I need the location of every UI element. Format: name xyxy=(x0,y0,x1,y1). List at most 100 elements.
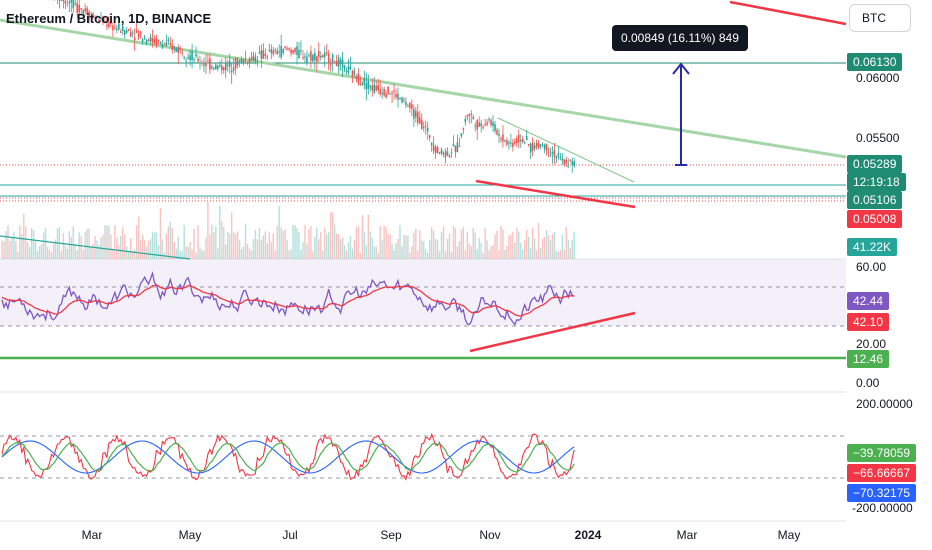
candle-body xyxy=(68,2,71,4)
candle-body xyxy=(240,59,243,64)
volume-bar xyxy=(141,234,144,259)
candle-body xyxy=(108,21,110,28)
candle-body xyxy=(413,108,415,119)
volume-bar xyxy=(504,249,506,259)
volume-bar xyxy=(264,231,267,259)
candle-body xyxy=(486,122,488,125)
volume-bar xyxy=(407,235,409,259)
x-tick: Mar xyxy=(81,528,103,542)
volume-bar xyxy=(177,236,179,259)
candle-body xyxy=(141,39,144,42)
candle-body xyxy=(516,138,518,143)
candle-body xyxy=(478,122,480,127)
volume-bar xyxy=(423,241,425,259)
x-tick: May xyxy=(178,528,202,542)
volume-bar xyxy=(351,248,354,259)
volume-bar xyxy=(516,227,518,259)
x-tick: Jul xyxy=(282,528,298,542)
candle-body xyxy=(502,134,504,142)
candle-body xyxy=(161,44,164,48)
volume-bar xyxy=(397,238,399,259)
candle-body xyxy=(179,48,181,50)
volume-bar xyxy=(531,227,534,259)
volume-bar xyxy=(474,232,476,259)
candle-body xyxy=(543,144,546,150)
candle-body xyxy=(290,49,292,54)
volume-bar xyxy=(225,244,227,259)
volume-bar xyxy=(64,245,67,259)
volume-bar xyxy=(527,236,530,259)
candle-body xyxy=(167,39,170,42)
volume-bar xyxy=(248,248,251,259)
candle-body xyxy=(270,48,273,53)
volume-bar xyxy=(31,227,33,259)
candle-body xyxy=(163,44,166,46)
candle-body xyxy=(252,55,255,61)
price-tag-low: 0.05008 xyxy=(847,210,903,228)
volume-bar xyxy=(36,250,39,259)
candle-body xyxy=(181,52,183,54)
currency-button[interactable]: BTC xyxy=(849,4,911,32)
volume-bar xyxy=(236,231,239,259)
candle-body xyxy=(397,93,399,100)
candle-body xyxy=(220,65,223,71)
candle-body xyxy=(199,62,201,64)
candle-body xyxy=(422,127,425,129)
volume-bar xyxy=(512,231,514,259)
candle-body xyxy=(90,13,92,15)
volume-bar xyxy=(476,249,478,259)
candle-body xyxy=(476,119,478,130)
volume-bar xyxy=(464,250,467,259)
volume-bar xyxy=(302,242,304,259)
candle-body xyxy=(72,0,75,9)
rsi-level-tag: 12.46 xyxy=(847,350,890,368)
candle-body xyxy=(157,40,160,42)
volume-bar xyxy=(44,228,47,259)
volume-bar xyxy=(70,236,72,259)
candle-body xyxy=(159,41,162,44)
candle-body xyxy=(508,142,510,144)
volume-bar xyxy=(526,230,528,259)
candle-body xyxy=(286,48,288,50)
volume-bar xyxy=(353,240,356,259)
volume-bar xyxy=(472,227,474,259)
volume-bar xyxy=(258,227,261,259)
candle-body xyxy=(434,147,437,153)
volume-bar xyxy=(337,233,340,259)
volume-bar xyxy=(133,249,136,259)
candle-body xyxy=(482,126,484,128)
volume-bar xyxy=(13,232,15,259)
candle-body xyxy=(381,92,383,95)
candle-body xyxy=(506,140,508,145)
volume-bar xyxy=(432,230,435,259)
volume-bar xyxy=(413,232,415,259)
candle-body xyxy=(189,55,191,61)
candle-body xyxy=(177,47,180,53)
candle-body xyxy=(567,166,570,168)
candle-body xyxy=(407,105,409,107)
candle-body xyxy=(321,54,324,58)
candle-body xyxy=(118,23,120,30)
candle-body xyxy=(129,32,132,37)
volume-bar xyxy=(40,244,43,259)
candle-body xyxy=(238,60,241,62)
candle-body xyxy=(86,8,88,14)
candle-body xyxy=(127,29,130,32)
volume-bar xyxy=(5,231,7,259)
candle-body xyxy=(345,70,348,72)
volume-bar xyxy=(466,231,468,259)
candle-body xyxy=(98,20,100,22)
candle-body xyxy=(504,140,506,142)
volume-bar xyxy=(124,234,126,259)
volume-bar xyxy=(514,242,516,259)
candle-body xyxy=(389,93,391,95)
candle-body xyxy=(242,59,245,64)
volume-bar xyxy=(314,237,316,259)
candle-body xyxy=(116,28,118,30)
x-tick: Nov xyxy=(479,528,501,542)
x-tick: Sep xyxy=(380,528,402,542)
candle-body xyxy=(232,67,235,71)
x-tick: Mar xyxy=(676,528,698,542)
